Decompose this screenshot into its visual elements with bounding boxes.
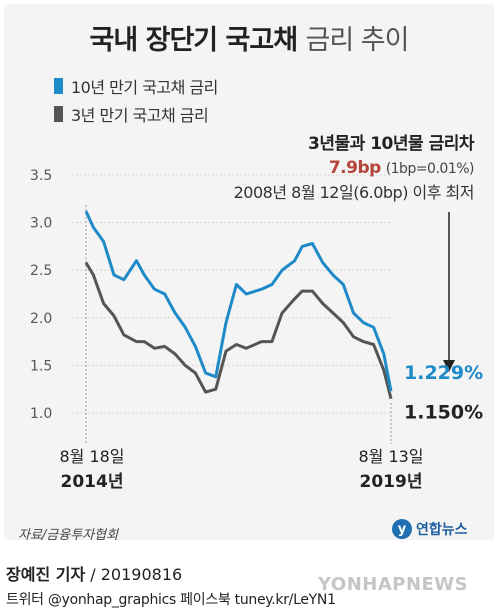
annotation-arrow-head xyxy=(443,360,455,372)
x-start-date: 8월 18일 xyxy=(59,447,124,466)
annotation-spread-line: 7.9bp (1bp=0.01%) xyxy=(234,156,475,181)
spread-value: 7.9bp xyxy=(328,158,381,178)
y-tick-label: 1.5 xyxy=(30,358,52,374)
end-label-3y: 1.150% xyxy=(404,402,483,424)
logo-text: 연합뉴스 xyxy=(416,522,468,538)
legend-item-3y: 3년 만기 국고채 금리 xyxy=(54,104,209,125)
y-tick-label: 1.0 xyxy=(30,406,52,422)
spread-annotation: 3년물과 10년물 금리차 7.9bp (1bp=0.01%) 2008년 8월… xyxy=(233,132,475,205)
y-tick-label: 3.0 xyxy=(30,216,52,232)
legend-item-10y: 10년 만기 국고채 금리 xyxy=(54,76,218,97)
watermark: YONHAPNEWS xyxy=(318,574,469,595)
series-line-10y xyxy=(84,210,393,392)
chart-title: 국내 장단기 국고채 금리 추이 xyxy=(4,18,494,57)
x-end-year: 2019년 xyxy=(360,472,423,492)
y-tick-label: 2.0 xyxy=(30,311,52,327)
yonhap-logo-icon: y xyxy=(392,519,412,539)
legend-label-3y: 3년 만기 국고채 금리 xyxy=(71,106,209,125)
end-label-10y: 1.229% xyxy=(404,362,483,384)
chart-card: 국내 장단기 국고채 금리 추이 10년 만기 국고채 금리 3년 만기 국고채… xyxy=(4,4,494,543)
reporter-name: 장예진 기자 xyxy=(6,565,86,584)
title-main: 국내 장단기 국고채 xyxy=(89,25,299,56)
legend-label-10y: 10년 만기 국고채 금리 xyxy=(71,78,218,97)
x-start-year: 2014년 xyxy=(61,472,124,492)
y-tick-label: 2.5 xyxy=(30,263,52,279)
x-end-date: 8월 13일 xyxy=(358,447,423,466)
spread-note: (1bp=0.01%) xyxy=(385,161,475,177)
line-chart: 3.5 3.0 2.5 2.0 1.5 1.0 8월 18일 2014년 8월 13일 2019년… xyxy=(30,168,483,492)
credit-date: 20190816 xyxy=(100,565,183,584)
credit-line: 장예진 기자 / 20190816 xyxy=(6,565,183,584)
annotation-detail: 2008년 8월 12일(6.0bp) 이후 최저 xyxy=(233,183,475,202)
title-sub: 금리 추이 xyxy=(305,25,409,56)
series-line-3y xyxy=(84,261,393,400)
annotation-title: 3년물과 10년물 금리차 xyxy=(308,134,474,154)
yonhap-logo: y 연합뉴스 xyxy=(392,519,468,539)
legend-swatch-3y xyxy=(54,106,63,122)
y-tick-label: 3.5 xyxy=(30,168,52,184)
source-label: 자료/금융투자협회 xyxy=(18,528,119,543)
social-links: 트위터 @yonhap_graphics 페이스북 tuney.kr/LeYN1 xyxy=(6,592,336,608)
legend-swatch-10y xyxy=(54,78,63,94)
